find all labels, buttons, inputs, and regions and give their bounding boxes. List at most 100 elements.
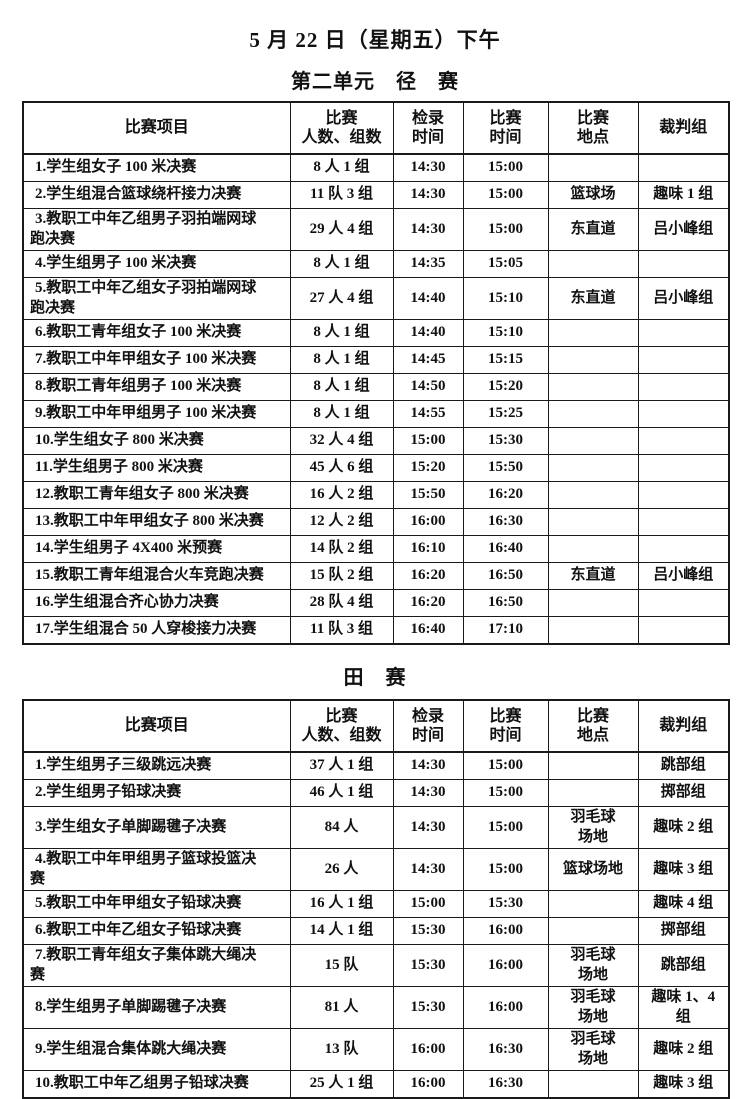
header-row: 比赛项目 比赛 人数、组数 检录 时间 比赛 时间 比赛 地点 裁判组 bbox=[22, 101, 730, 155]
judges-cell: 跳部组 bbox=[637, 751, 730, 780]
participants-cell: 37 人 1 组 bbox=[289, 751, 394, 780]
race-time-cell: 15:00 bbox=[462, 181, 549, 209]
checkin-time-cell: 14:30 bbox=[392, 848, 464, 891]
judges-cell bbox=[637, 535, 730, 563]
table-row: 12.教职工青年组女子 800 米决赛 16 人 2 组 15:50 16:20 bbox=[22, 481, 730, 509]
event-cell: 17.学生组混合 50 人穿梭接力决赛 bbox=[22, 616, 291, 645]
venue-cell bbox=[547, 373, 639, 401]
event-cell: 3.学生组女子单脚踢毽子决赛 bbox=[22, 806, 291, 849]
event-cell: 6.教职工青年组女子 100 米决赛 bbox=[22, 319, 291, 347]
participants-cell: 13 队 bbox=[289, 1028, 394, 1071]
participants-cell: 8 人 1 组 bbox=[289, 346, 394, 374]
race-time-cell: 16:50 bbox=[462, 562, 549, 590]
participants-cell: 12 人 2 组 bbox=[289, 508, 394, 536]
venue-cell: 篮球场 bbox=[547, 181, 639, 209]
judges-cell bbox=[637, 616, 730, 645]
table-row: 8.学生组男子单脚踢毽子决赛 81 人 15:30 16:00 羽毛球 场地 趣味 1、4… bbox=[22, 986, 730, 1029]
venue-cell: 东直道 bbox=[547, 277, 639, 320]
participants-cell: 28 队 4 组 bbox=[289, 589, 394, 617]
venue-cell bbox=[547, 508, 639, 536]
table-row: 2.学生组男子铅球决赛 46 人 1 组 14:30 15:00 掷部组 bbox=[22, 779, 730, 807]
table-row: 14.学生组男子 4X400 米预赛 14 队 2 组 16:10 16:40 bbox=[22, 535, 730, 563]
participants-cell: 15 队 2 组 bbox=[289, 562, 394, 590]
column-header-judges: 裁判组 bbox=[637, 699, 730, 753]
judges-cell: 吕小峰组 bbox=[637, 208, 730, 251]
judges-cell: 吕小峰组 bbox=[637, 562, 730, 590]
checkin-time-cell: 15:30 bbox=[392, 986, 464, 1029]
table-row: 10.学生组女子 800 米决赛 32 人 4 组 15:00 15:30 bbox=[22, 427, 730, 455]
race-time-cell: 16:40 bbox=[462, 535, 549, 563]
race-time-cell: 15:00 bbox=[462, 806, 549, 849]
event-cell: 12.教职工青年组女子 800 米决赛 bbox=[22, 481, 291, 509]
event-cell: 4.学生组男子 100 米决赛 bbox=[22, 250, 291, 278]
table-row: 1.学生组女子 100 米决赛 8 人 1 组 14:30 15:00 bbox=[22, 153, 730, 182]
participants-cell: 16 人 1 组 bbox=[289, 890, 394, 918]
event-cell: 4.教职工中年甲组男子篮球投篮决赛 bbox=[22, 848, 291, 891]
participants-cell: 15 队 bbox=[289, 944, 394, 987]
race-time-cell: 16:00 bbox=[462, 944, 549, 987]
judges-cell bbox=[637, 454, 730, 482]
judges-cell bbox=[637, 481, 730, 509]
header-row: 比赛项目 比赛 人数、组数 检录 时间 比赛 时间 比赛 地点 裁判组 bbox=[22, 699, 730, 753]
checkin-time-cell: 15:30 bbox=[392, 917, 464, 945]
table-row: 10.教职工中年乙组男子铅球决赛 25 人 1 组 16:00 16:30 趣味 3 组 bbox=[22, 1070, 730, 1099]
race-time-cell: 15:30 bbox=[462, 890, 549, 918]
judges-cell bbox=[637, 319, 730, 347]
checkin-time-cell: 14:30 bbox=[392, 181, 464, 209]
field-table-body: 1.学生组男子三级跳远决赛 37 人 1 组 14:30 15:00 跳部组 2.学生组男… bbox=[22, 751, 730, 1099]
race-time-cell: 15:20 bbox=[462, 373, 549, 401]
checkin-time-cell: 15:30 bbox=[392, 944, 464, 987]
table-row: 5.教职工中年甲组女子铅球决赛 16 人 1 组 15:00 15:30 趣味 4 组 bbox=[22, 890, 730, 918]
venue-cell: 东直道 bbox=[547, 562, 639, 590]
race-time-cell: 17:10 bbox=[462, 616, 549, 645]
table-row: 11.学生组男子 800 米决赛 45 人 6 组 15:20 15:50 bbox=[22, 454, 730, 482]
column-header-venue: 比赛 地点 bbox=[547, 101, 639, 155]
venue-cell bbox=[547, 250, 639, 278]
race-time-cell: 16:50 bbox=[462, 589, 549, 617]
race-time-cell: 15:00 bbox=[462, 153, 549, 182]
event-cell: 10.学生组女子 800 米决赛 bbox=[22, 427, 291, 455]
table-row: 7.教职工青年组女子集体跳大绳决赛 15 队 15:30 16:00 羽毛球 场地 跳部组 bbox=[22, 944, 730, 987]
checkin-time-cell: 15:00 bbox=[392, 890, 464, 918]
venue-cell bbox=[547, 346, 639, 374]
event-cell: 7.教职工中年甲组女子 100 米决赛 bbox=[22, 346, 291, 374]
table-row: 5.教职工中年乙组女子羽拍端网球跑决赛 27 人 4 组 14:40 15:10 东直道… bbox=[22, 277, 730, 320]
column-header-judges: 裁判组 bbox=[637, 101, 730, 155]
judges-cell: 趣味 3 组 bbox=[637, 1070, 730, 1099]
checkin-time-cell: 14:30 bbox=[392, 751, 464, 780]
judges-cell bbox=[637, 346, 730, 374]
participants-cell: 27 人 4 组 bbox=[289, 277, 394, 320]
judges-cell: 掷部组 bbox=[637, 779, 730, 807]
column-header-race-time: 比赛 时间 bbox=[462, 101, 549, 155]
checkin-time-cell: 14:40 bbox=[392, 277, 464, 320]
venue-cell bbox=[547, 616, 639, 645]
participants-cell: 8 人 1 组 bbox=[289, 319, 394, 347]
venue-cell: 篮球场地 bbox=[547, 848, 639, 891]
participants-cell: 84 人 bbox=[289, 806, 394, 849]
judges-cell: 掷部组 bbox=[637, 917, 730, 945]
judges-cell bbox=[637, 400, 730, 428]
event-cell: 10.教职工中年乙组男子铅球决赛 bbox=[22, 1070, 291, 1099]
participants-cell: 8 人 1 组 bbox=[289, 373, 394, 401]
event-cell: 7.教职工青年组女子集体跳大绳决赛 bbox=[22, 944, 291, 987]
judges-cell: 趣味 1、4 组 bbox=[637, 986, 730, 1029]
judges-cell: 趣味 2 组 bbox=[637, 1028, 730, 1071]
event-cell: 1.学生组女子 100 米决赛 bbox=[22, 153, 291, 182]
participants-cell: 45 人 6 组 bbox=[289, 454, 394, 482]
race-time-cell: 15:10 bbox=[462, 277, 549, 320]
field-section-title: 田 赛 bbox=[343, 667, 407, 689]
track-table-body: 1.学生组女子 100 米决赛 8 人 1 组 14:30 15:00 2.学生组混合篮… bbox=[22, 153, 730, 645]
judges-cell bbox=[637, 427, 730, 455]
table-row: 17.学生组混合 50 人穿梭接力决赛 11 队 3 组 16:40 17:10 bbox=[22, 616, 730, 645]
event-cell: 9.教职工中年甲组男子 100 米决赛 bbox=[22, 400, 291, 428]
table-row: 3.学生组女子单脚踢毽子决赛 84 人 14:30 15:00 羽毛球 场地 趣味 2 组 bbox=[22, 806, 730, 849]
participants-cell: 25 人 1 组 bbox=[289, 1070, 394, 1099]
race-time-cell: 16:20 bbox=[462, 481, 549, 509]
table-row: 16.学生组混合齐心协力决赛 28 队 4 组 16:20 16:50 bbox=[22, 589, 730, 617]
table-row: 6.教职工中年乙组女子铅球决赛 14 人 1 组 15:30 16:00 掷部组 bbox=[22, 917, 730, 945]
participants-cell: 32 人 4 组 bbox=[289, 427, 394, 455]
race-time-cell: 15:00 bbox=[462, 779, 549, 807]
column-header-checkin-time: 检录 时间 bbox=[392, 699, 464, 753]
checkin-time-cell: 15:00 bbox=[392, 427, 464, 455]
